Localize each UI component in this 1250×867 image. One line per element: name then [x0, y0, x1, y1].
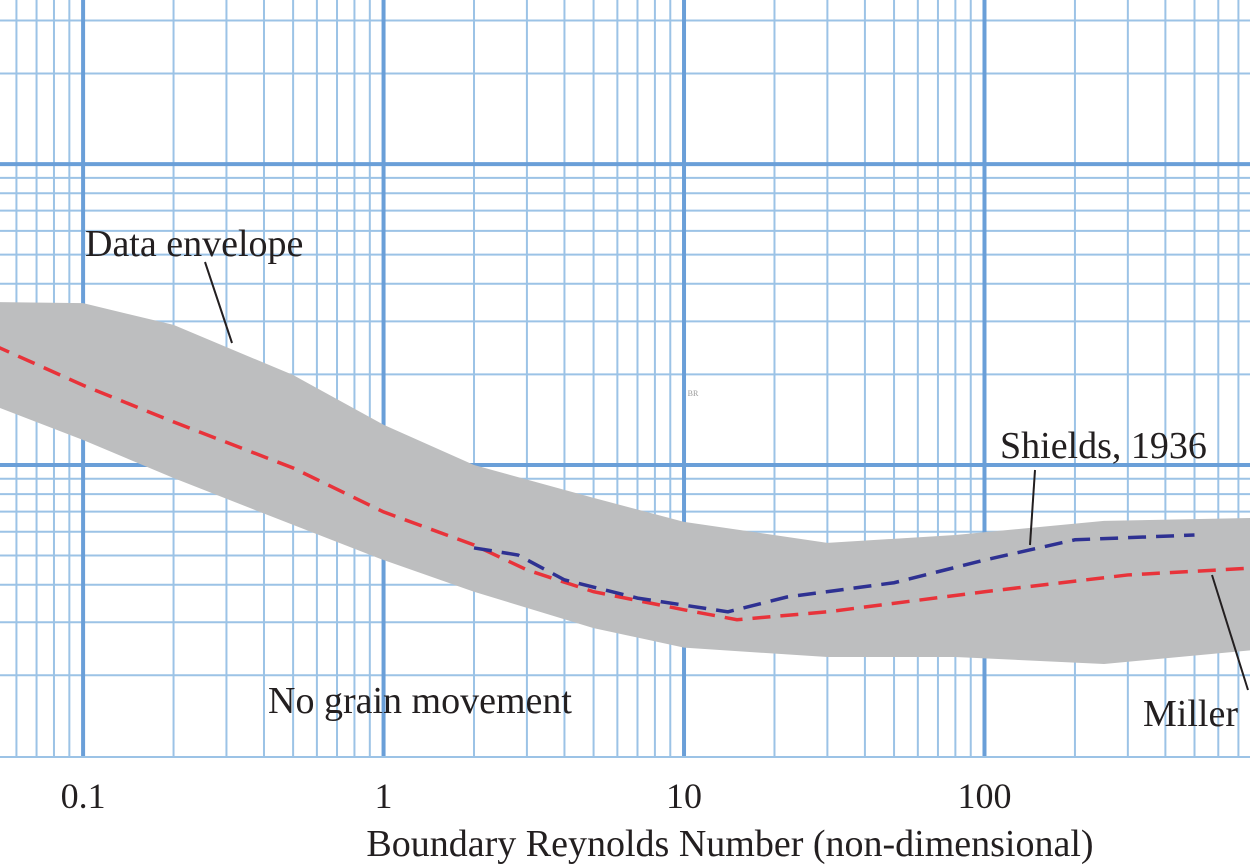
watermark: BR	[688, 389, 699, 398]
leader-line	[1029, 469, 1036, 546]
series-label: Miller	[1143, 693, 1238, 735]
x-tick-label: 100	[957, 776, 1011, 816]
x-tick-label: 1000	[1249, 776, 1250, 816]
x-axis-label: Boundary Reynolds Number (non-dimensiona…	[366, 823, 1093, 865]
x-tick-label: 0.1	[61, 776, 106, 816]
plot-area	[0, 302, 1250, 665]
series-line	[0, 346, 1250, 622]
x-tick-label: 1	[375, 776, 393, 816]
series-line	[473, 533, 1195, 614]
envelope	[0, 302, 1250, 665]
x-tick-label: 10	[666, 776, 702, 816]
series-label: Shields, 1936	[1000, 425, 1207, 467]
leader-line	[1211, 574, 1249, 691]
leader-line	[204, 261, 233, 344]
annotation: No grain movement	[268, 680, 572, 722]
envelope-label: Data envelope	[85, 223, 303, 265]
